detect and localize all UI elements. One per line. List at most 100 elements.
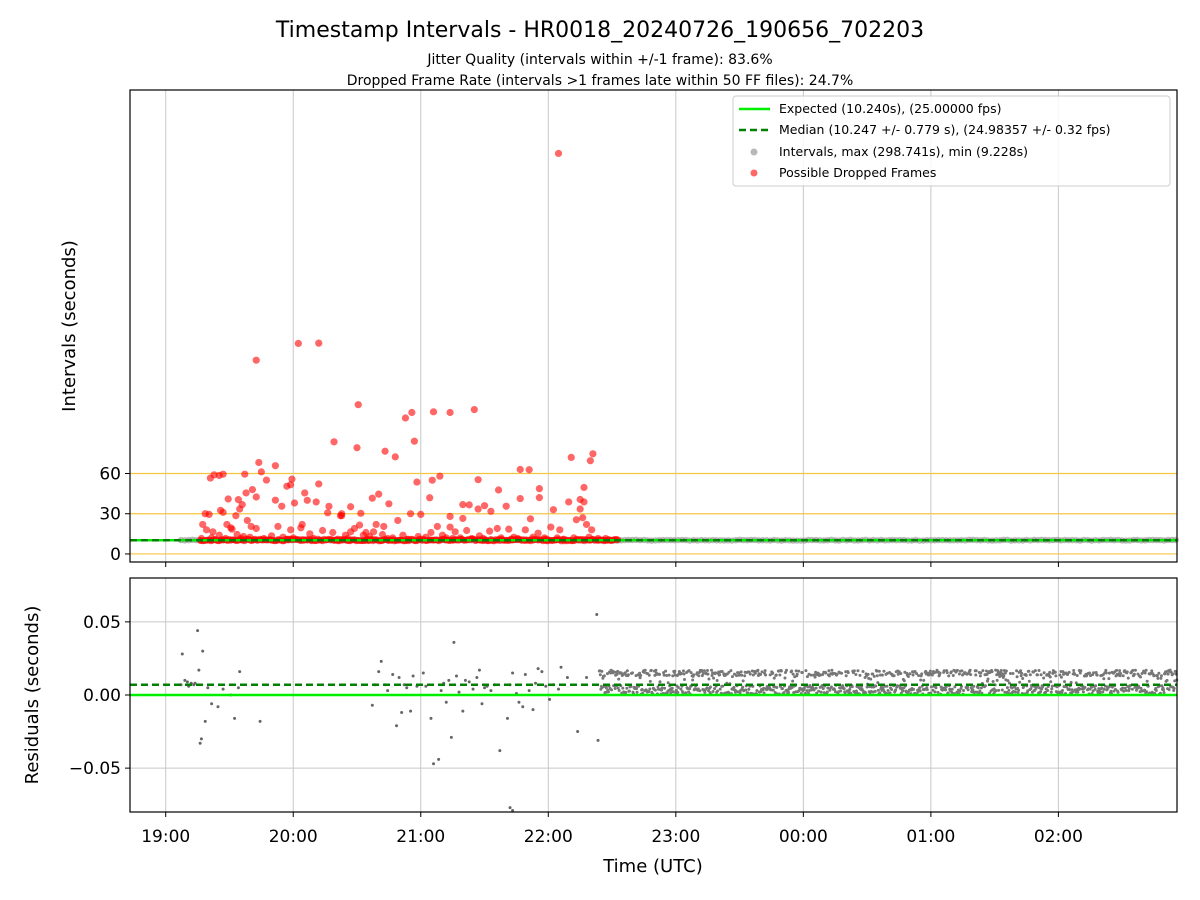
residual-point [844,674,848,678]
residual-point [604,686,608,690]
residual-point [471,687,475,691]
residual-point [1121,674,1125,678]
residual-point [997,688,1001,692]
residual-point [1059,675,1063,679]
residual-point [556,687,560,691]
residual-point [680,690,684,694]
residual-point [794,669,798,673]
intervals-reference-lines [130,472,1177,555]
residual-point [772,676,776,680]
dropped-frame-point [516,494,524,503]
residual-point [1046,689,1050,693]
dropped-frame-point [242,489,250,497]
residual-point [852,669,856,673]
residual-point [654,668,658,672]
residual-point [1088,671,1092,675]
residual-point [763,669,767,673]
residual-point [702,669,706,673]
dropped-frame-point [385,500,393,508]
residual-point [802,686,806,690]
residual-point [1093,687,1097,691]
residual-point [775,685,779,689]
residual-point [627,689,631,693]
residual-point [1130,687,1134,691]
residual-point [1048,675,1052,679]
dropped-frame-point [410,437,418,445]
residual-point [1150,669,1154,673]
residual-point [1062,685,1066,689]
dropped-frame-point [525,466,533,474]
dropped-frame-point [487,507,495,515]
residual-point [1066,673,1070,677]
residual-point [1015,675,1019,679]
residual-point [800,670,804,674]
residual-point [1042,671,1046,675]
dropped-frame-point [215,531,223,539]
dropped-frame-point [330,438,338,446]
residual-point [1152,674,1156,678]
residual-point [710,673,714,677]
dropped-frame-point [315,480,323,488]
residual-point [1127,687,1131,691]
residual-point [928,669,932,673]
residual-point [877,669,881,673]
residual-point [454,674,458,678]
residual-point [183,678,187,682]
residual-point [740,673,744,677]
legend-dropped-label: Possible Dropped Frames [779,165,936,180]
x-tick-label: 01:00 [906,827,955,847]
residual-point [511,809,515,813]
dropped-frame-point [408,408,416,417]
dropped-frame-point [565,498,573,506]
residual-point [826,686,830,690]
residual-point [814,686,818,690]
residual-point [986,677,990,681]
residual-point [521,705,525,709]
residual-point [1102,677,1106,681]
residual-point [437,757,441,761]
residual-point [874,684,878,688]
dropped-frame-point [274,522,282,531]
residual-point [676,685,680,689]
residual-point [1050,684,1054,688]
residual-point [196,629,200,633]
residual-point [1107,677,1111,681]
residual-point [983,684,987,688]
residual-point [747,687,751,691]
residual-point [813,675,817,679]
residual-point [821,687,825,691]
residual-point [1071,690,1075,694]
residual-point [771,671,775,675]
residual-point [923,687,927,691]
dropped-frame-point [505,525,513,533]
residual-point [210,702,214,706]
residual-point [1095,673,1099,677]
dropped-frame-point [446,408,454,417]
dropped-frame-point [243,516,251,525]
residual-point [817,689,821,693]
residual-point [625,686,629,690]
residual-point [869,677,873,681]
residual-point [919,678,923,682]
residual-point [505,716,509,720]
residual-point [1078,687,1082,691]
dropped-frame-point [429,408,438,416]
residual-point [679,687,683,691]
residual-point [1157,671,1161,675]
dropped-frame-point [255,458,263,467]
residual-point [477,668,481,672]
residual-point [640,687,644,691]
residual-point [395,724,399,728]
residual-point [994,689,998,693]
residual-point [648,679,652,683]
residual-point [687,669,691,673]
residual-point [979,671,983,675]
dropped-frame-point [219,470,227,478]
residual-point [918,686,922,690]
residual-point [649,668,653,672]
residual-point [990,670,994,674]
dropped-frame-point [353,444,361,452]
residual-point [1156,676,1160,680]
residual-point [858,673,862,677]
residual-point [915,672,919,676]
